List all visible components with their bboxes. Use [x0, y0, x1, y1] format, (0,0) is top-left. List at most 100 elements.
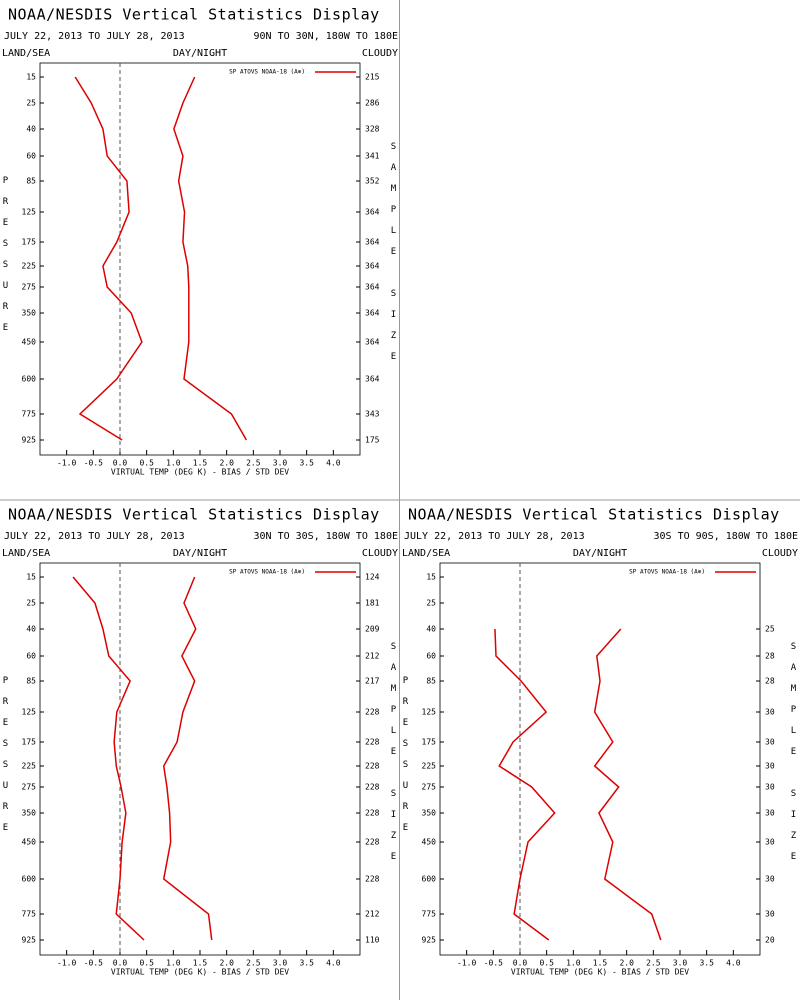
y-label: PRESSURE [401, 676, 411, 844]
sample-size: 228 [365, 783, 380, 792]
x-tick-label: 0.0 [113, 959, 128, 968]
sample-size: 328 [365, 125, 380, 134]
sample-size: 30 [765, 809, 775, 818]
pressure-label: 25 [426, 599, 436, 608]
x-tick-label: 0.0 [113, 459, 128, 468]
y2-label: SAMPLE SIZE [389, 642, 399, 873]
pressure-label: 40 [26, 125, 36, 134]
x-tick-label: 2.5 [646, 959, 661, 968]
x-tick-label: -1.0 [57, 459, 76, 468]
panel: NOAA/NESDIS Vertical Statistics Display J… [401, 506, 799, 977]
x-label: VIRTUAL TEMP (DEG K) - BIAS / STD DEV [111, 968, 289, 977]
pressure-label: 60 [26, 152, 36, 161]
x-tick-label: 3.5 [299, 459, 314, 468]
pressure-label: 25 [26, 599, 36, 608]
legend-label: SP ATOVS NOAA-18 (A⊕) [229, 569, 305, 576]
plot-frame [39, 62, 361, 456]
sample-size: 286 [365, 99, 380, 108]
sample-size: 209 [365, 625, 380, 634]
x-tick-label: 2.0 [619, 959, 634, 968]
sample-size: 228 [365, 762, 380, 771]
pressure-label: 125 [22, 208, 37, 217]
pressure-label: 40 [426, 625, 436, 634]
y2-label: SAMPLE SIZE [789, 642, 799, 873]
sample-size: 181 [365, 599, 380, 608]
pressure-label: 350 [22, 309, 37, 318]
profile-line [72, 576, 145, 941]
sample-size: 343 [365, 410, 380, 419]
pressure-label: 15 [426, 573, 436, 582]
x-tick-label: 2.5 [246, 459, 261, 468]
land-sea: LAND/SEA [2, 548, 50, 559]
pressure-label: 15 [26, 73, 36, 82]
profile-line [173, 76, 248, 441]
pressure-label: 85 [26, 677, 36, 686]
profile-line [494, 628, 556, 941]
pressure-label: 775 [22, 410, 37, 419]
sample-size: 30 [765, 738, 775, 747]
x-tick-label: 1.5 [193, 459, 208, 468]
pressure-label: 775 [422, 910, 437, 919]
region: 30S TO 90S, 180W TO 180E [654, 531, 799, 542]
x-tick-label: 4.0 [726, 959, 741, 968]
sample-size: 228 [365, 708, 380, 717]
date-range: JULY 22, 2013 TO JULY 28, 2013 [4, 31, 185, 42]
sample-size: 30 [765, 762, 775, 771]
pressure-label: 275 [422, 783, 437, 792]
profile-line [74, 76, 143, 441]
pressure-label: 450 [22, 338, 37, 347]
x-tick-label: -1.0 [457, 959, 476, 968]
pressure-label: 225 [422, 762, 437, 771]
day-night: DAY/NIGHT [573, 548, 627, 559]
land-sea: LAND/SEA [2, 48, 50, 59]
x-tick-label: -1.0 [57, 959, 76, 968]
panel: NOAA/NESDIS Vertical Statistics Display J… [1, 6, 399, 477]
sample-size: 217 [365, 677, 380, 686]
legend-label: SP ATOVS NOAA-18 (A⊕) [629, 569, 705, 576]
sample-size: 25 [765, 625, 775, 634]
x-tick-label: 3.0 [273, 959, 288, 968]
pressure-label: 450 [22, 838, 37, 847]
sample-size: 110 [365, 936, 380, 945]
pressure-label: 225 [22, 262, 37, 271]
sample-size: 364 [365, 208, 380, 217]
x-tick-label: 3.0 [273, 459, 288, 468]
sample-size: 175 [365, 436, 380, 445]
x-tick-label: 0.5 [539, 959, 554, 968]
sample-size: 352 [365, 177, 380, 186]
pressure-label: 275 [22, 783, 37, 792]
x-label: VIRTUAL TEMP (DEG K) - BIAS / STD DEV [511, 968, 689, 977]
sample-size: 30 [765, 910, 775, 919]
y2-label: SAMPLE SIZE [389, 142, 399, 373]
sample-size: 364 [365, 238, 380, 247]
x-tick-label: 4.0 [326, 959, 341, 968]
x-label: VIRTUAL TEMP (DEG K) - BIAS / STD DEV [111, 468, 289, 477]
region: 90N TO 30N, 180W TO 180E [254, 31, 399, 42]
x-tick-label: 2.0 [219, 459, 234, 468]
pressure-label: 450 [422, 838, 437, 847]
x-tick-label: -0.5 [484, 959, 503, 968]
sample-size: 364 [365, 338, 380, 347]
profile-line [593, 628, 662, 941]
region: 30N TO 30S, 180W TO 180E [254, 531, 399, 542]
pressure-label: 60 [26, 652, 36, 661]
pressure-label: 600 [22, 875, 37, 884]
land-sea: LAND/SEA [402, 548, 450, 559]
date-range: JULY 22, 2013 TO JULY 28, 2013 [404, 531, 585, 542]
sample-size: 30 [765, 783, 775, 792]
x-tick-label: 1.0 [566, 959, 581, 968]
x-tick-label: 3.0 [673, 959, 688, 968]
cloudy: CLOUDY [762, 548, 798, 559]
x-tick-label: 3.5 [299, 959, 314, 968]
sample-size: 341 [365, 152, 380, 161]
pressure-label: 175 [22, 738, 37, 747]
x-tick-label: 0.5 [139, 459, 154, 468]
x-tick-label: 4.0 [326, 459, 341, 468]
pressure-label: 85 [26, 177, 36, 186]
title: NOAA/NESDIS Vertical Statistics Display [408, 506, 780, 524]
sample-size: 364 [365, 309, 380, 318]
pressure-label: 600 [422, 875, 437, 884]
profile-line [162, 576, 213, 941]
sample-size: 215 [365, 73, 380, 82]
